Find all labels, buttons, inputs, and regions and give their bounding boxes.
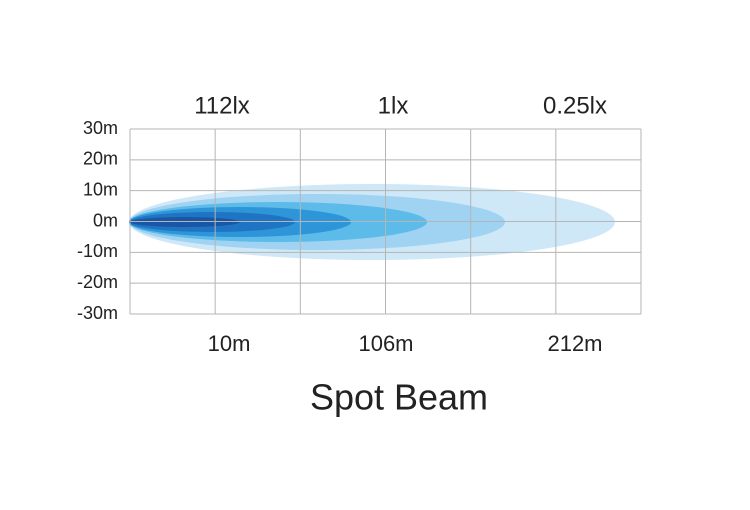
lux-label: 0.25lx	[543, 92, 607, 119]
y-label: 0m	[93, 210, 118, 230]
lux-label: 1lx	[378, 92, 409, 119]
y-label: -30m	[77, 303, 118, 323]
x-label: 106m	[358, 331, 413, 356]
y-label: 30m	[83, 118, 118, 138]
grid	[129, 128, 642, 315]
lux-label: 112lx	[194, 92, 250, 119]
x-label: 10m	[208, 331, 251, 356]
y-label: 20m	[83, 149, 118, 169]
diagram-title: Spot Beam	[310, 377, 488, 418]
y-label: 10m	[83, 179, 118, 199]
y-label: -20m	[77, 272, 118, 292]
y-label: -10m	[77, 241, 118, 261]
labels: 30m 20m 10m 0m -10m -20m -30m 10m 106m 212m 112lx 1…	[77, 92, 607, 355]
x-label: 212m	[547, 331, 602, 356]
